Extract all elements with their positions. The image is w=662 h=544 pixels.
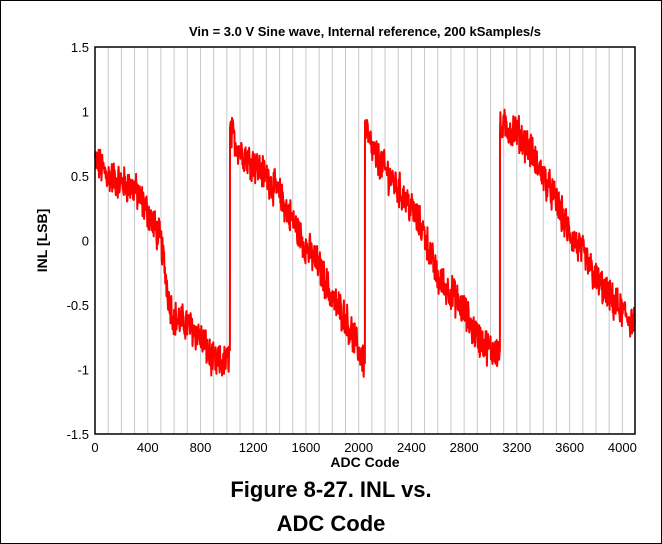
- caption-line-1: Figure 8-27. INL vs.: [230, 477, 432, 502]
- plot-border: [94, 46, 636, 435]
- y-tick-label: -1: [77, 363, 89, 378]
- x-tick-label: 400: [137, 440, 159, 455]
- x-tick-label: 2000: [344, 440, 373, 455]
- y-tick-label: -0.5: [67, 298, 89, 313]
- y-tick-label: 1.5: [71, 40, 89, 55]
- x-tick-label: 4000: [608, 440, 637, 455]
- x-tick-label: 2400: [397, 440, 426, 455]
- x-tick-labels: 0 400 800 1200 1600 2000 2400 2800 3200 3600 4000: [91, 440, 636, 455]
- grid: [107, 47, 623, 434]
- y-axis-title: INL [LSB]: [34, 209, 50, 273]
- chart-title: Vin = 3.0 V Sine wave, Internal referenc…: [189, 24, 541, 39]
- caption-line-2: ADC Code: [276, 511, 386, 536]
- y-tick-label: 0: [82, 234, 89, 249]
- figure-caption: Figure 8-27. INL vs. ADC Code: [1, 473, 661, 541]
- y-tick-label: 1: [82, 105, 89, 120]
- inl-series-line: [94, 108, 636, 378]
- x-axis-title: ADC Code: [330, 454, 399, 470]
- y-tick-label: -1.5: [67, 427, 89, 442]
- x-tick-label: 800: [190, 440, 212, 455]
- x-tick-label: 3200: [502, 440, 531, 455]
- y-tick-label: 0.5: [71, 169, 89, 184]
- series-group: [94, 108, 636, 378]
- x-tick-label: 2800: [450, 440, 479, 455]
- x-tick-label: 1200: [239, 440, 268, 455]
- inl-chart: Vin = 3.0 V Sine wave, Internal referenc…: [34, 24, 637, 470]
- x-tick-label: 0: [91, 440, 98, 455]
- y-tick-labels: 1.5 1 0.5 0 -0.5 -1 -1.5: [67, 40, 89, 442]
- x-tick-label: 1600: [291, 440, 320, 455]
- x-tick-label: 3600: [555, 440, 584, 455]
